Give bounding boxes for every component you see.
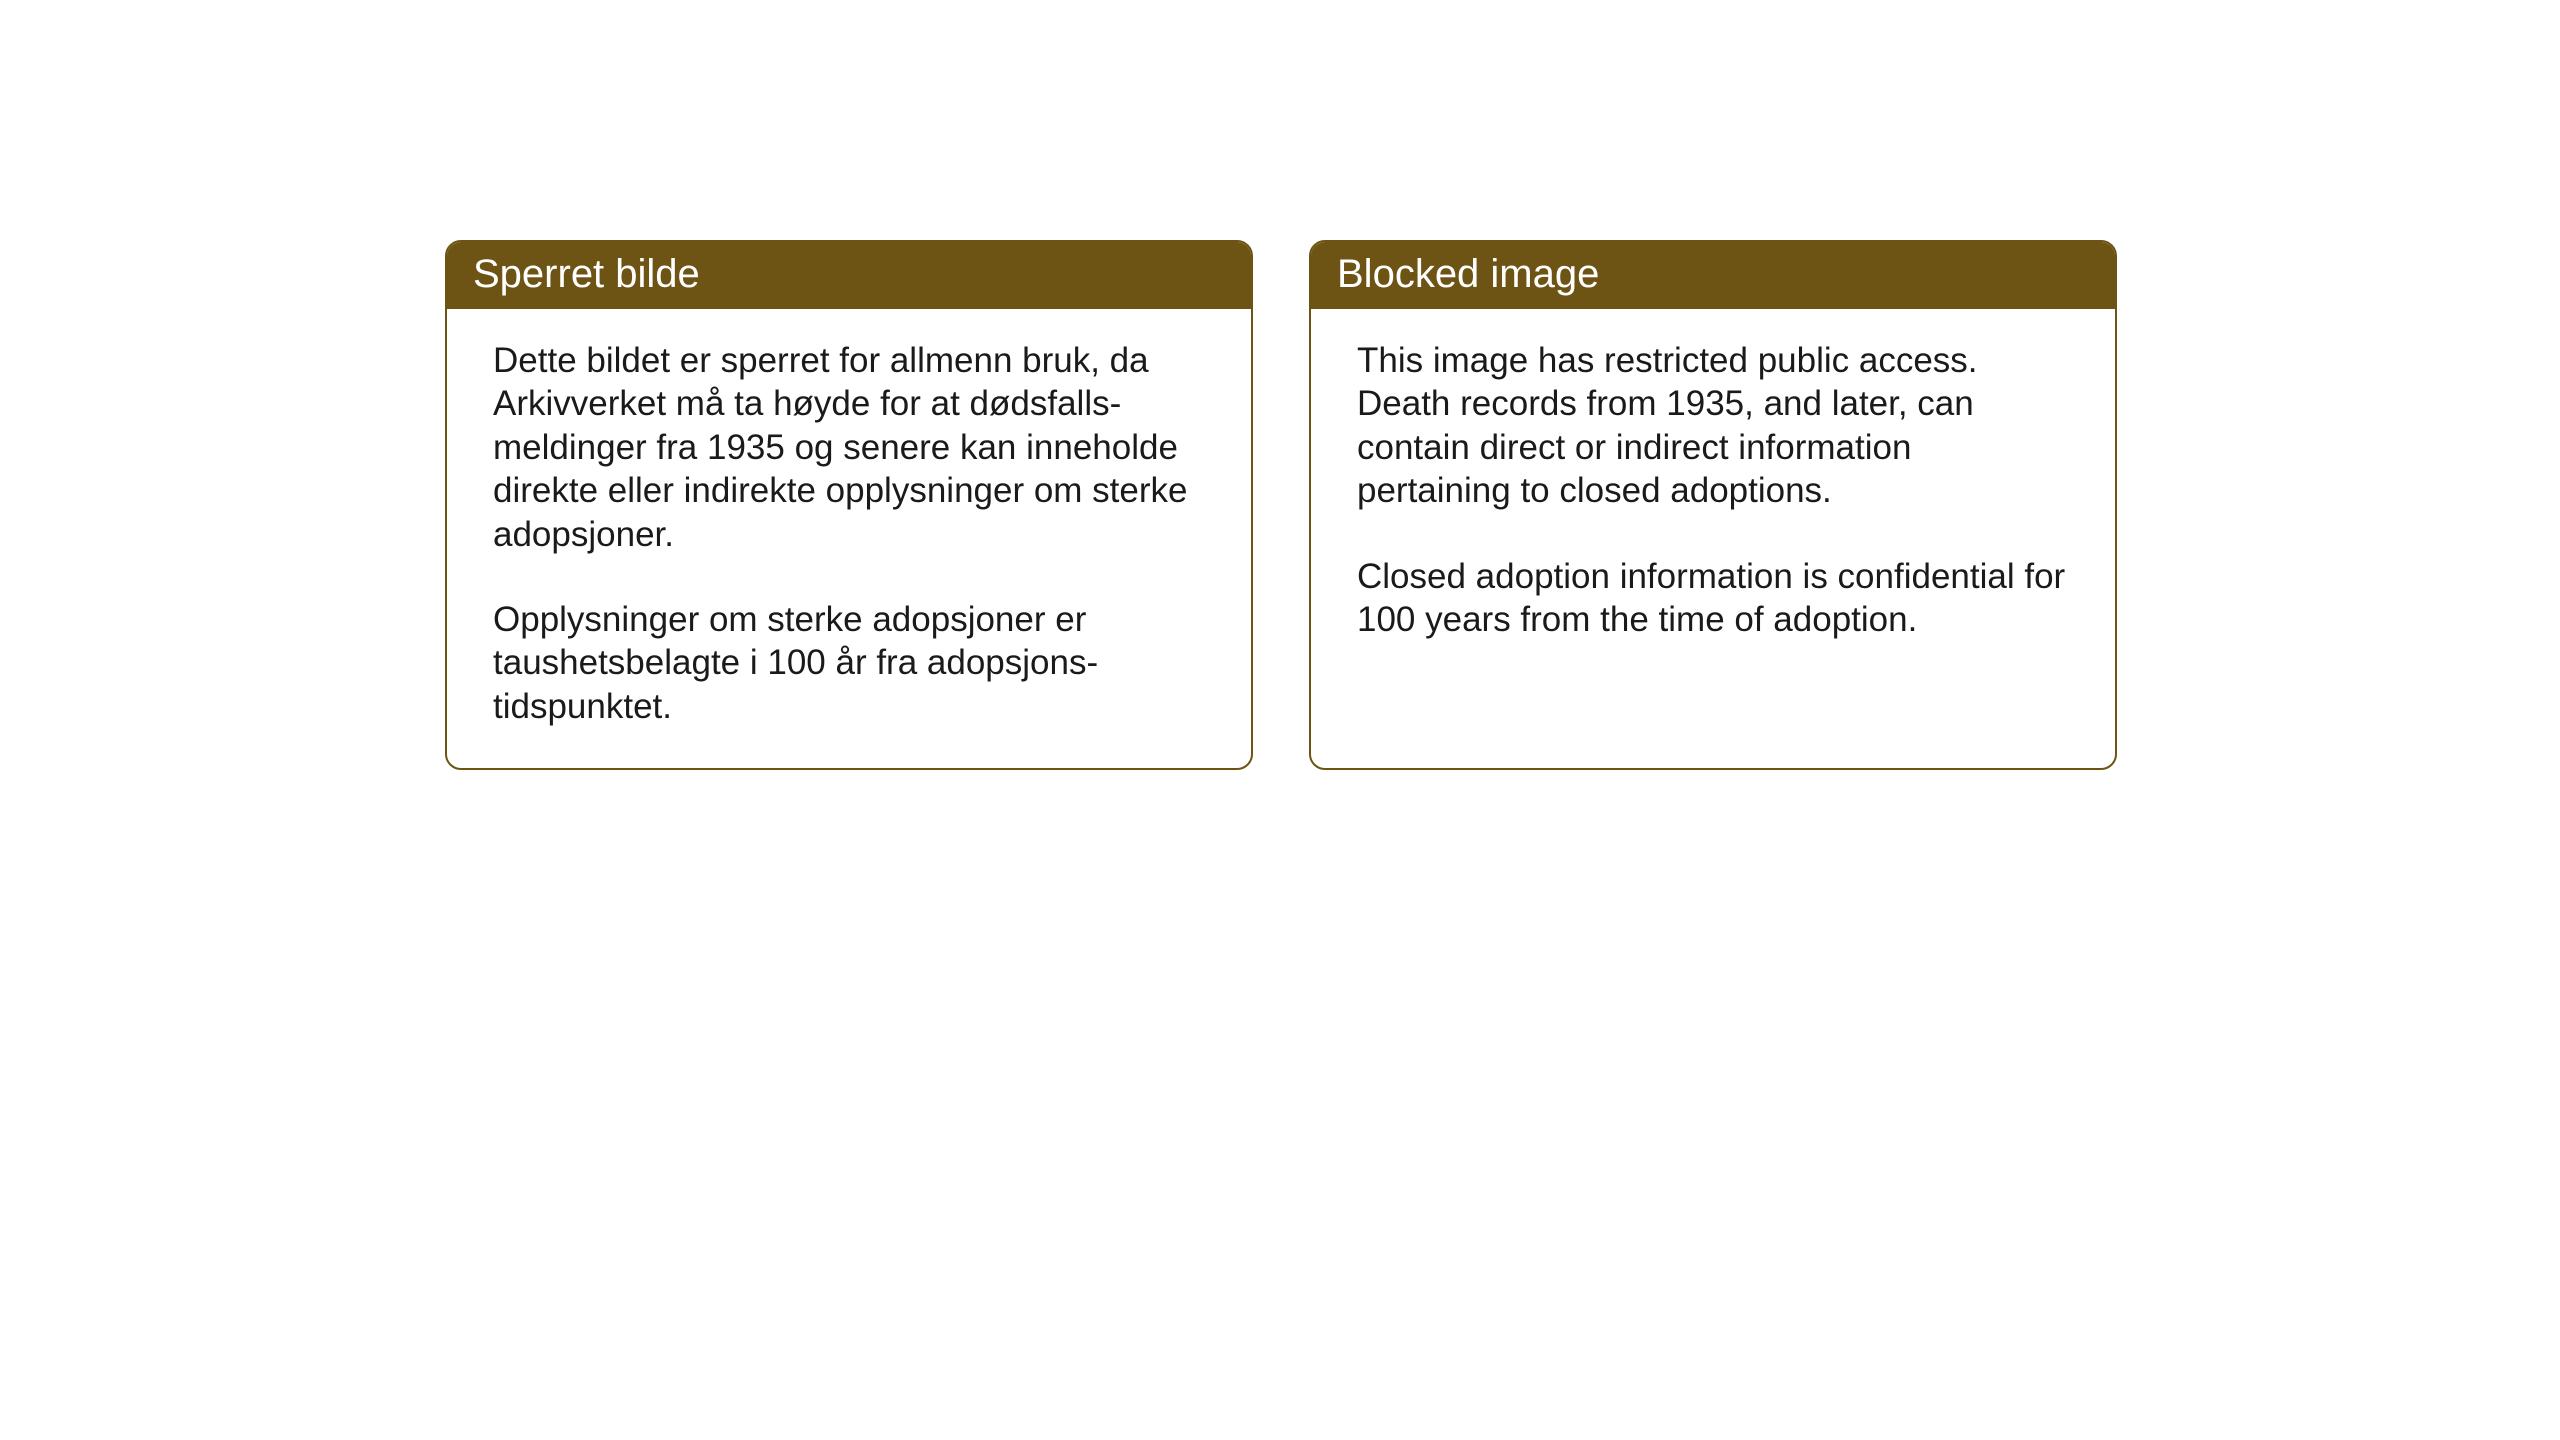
notice-card-english: Blocked image This image has restricted …: [1309, 240, 2117, 770]
card-body-norwegian: Dette bildet er sperret for allmenn bruk…: [447, 309, 1251, 768]
card-title: Blocked image: [1337, 252, 1599, 296]
card-paragraph: Closed adoption information is confident…: [1357, 555, 2069, 642]
notice-card-norwegian: Sperret bilde Dette bildet er sperret fo…: [445, 240, 1253, 770]
card-title: Sperret bilde: [473, 252, 700, 296]
card-paragraph: Dette bildet er sperret for allmenn bruk…: [493, 339, 1205, 556]
card-body-english: This image has restricted public access.…: [1311, 309, 2115, 681]
card-header-norwegian: Sperret bilde: [447, 242, 1251, 309]
card-paragraph: This image has restricted public access.…: [1357, 339, 2069, 513]
card-header-english: Blocked image: [1311, 242, 2115, 309]
card-paragraph: Opplysninger om sterke adopsjoner er tau…: [493, 598, 1205, 728]
notice-container: Sperret bilde Dette bildet er sperret fo…: [445, 240, 2117, 770]
